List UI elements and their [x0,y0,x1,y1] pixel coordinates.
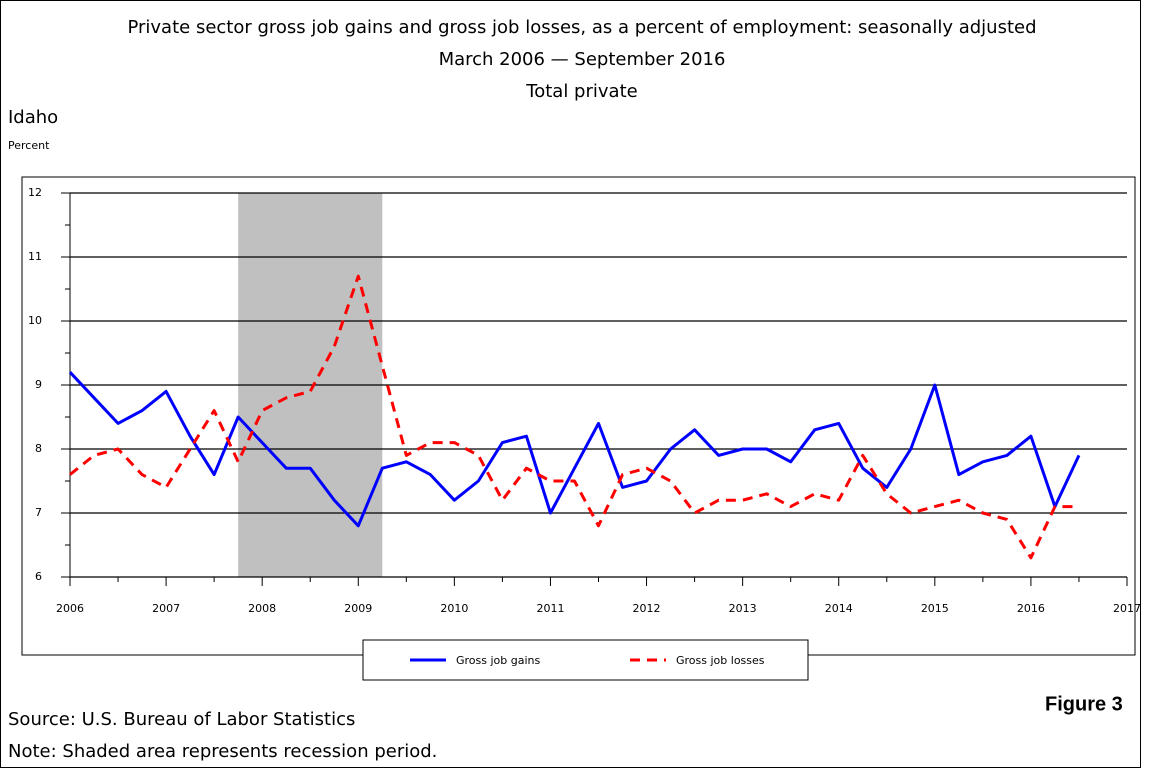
y-tick-label: 11 [28,250,42,263]
x-tick-label: 2008 [248,602,276,615]
source: Source: U.S. Bureau of Labor Statistics [8,709,355,730]
y-axis-label: Percent [8,139,50,152]
y-tick-label: 6 [35,570,42,583]
x-tick-label: 2016 [1017,602,1045,615]
x-tick-label: 2011 [536,602,564,615]
y-tick-label: 9 [35,378,42,391]
x-tick-label: 2014 [825,602,853,615]
y-tick-label: 10 [28,314,42,327]
legend-label: Gross job gains [456,654,541,667]
chart-title: Private sector gross job gains and gross… [127,17,1036,38]
x-tick-label: 2012 [633,602,661,615]
y-tick-label: 12 [28,186,42,199]
legend-label: Gross job losses [676,654,765,667]
chart-subtitle: March 2006 — September 2016 [439,49,726,70]
x-tick-label: 2009 [344,602,372,615]
region-label: Idaho [8,107,58,128]
x-tick-label: 2006 [56,602,84,615]
note: Note: Shaded area represents recession p… [8,741,437,762]
chart-subtitle: Total private [525,81,637,102]
series-line [69,274,1079,560]
x-tick-label: 2013 [729,602,757,615]
x-tick-label: 2007 [152,602,180,615]
y-tick-label: 8 [35,442,42,455]
figure-label: Figure 3 [1045,693,1123,715]
x-tick-label: 2017 [1113,602,1141,615]
y-tick-label: 7 [35,506,42,519]
x-tick-label: 2010 [440,602,468,615]
x-tick-label: 2015 [921,602,949,615]
series-line [68,371,1081,528]
